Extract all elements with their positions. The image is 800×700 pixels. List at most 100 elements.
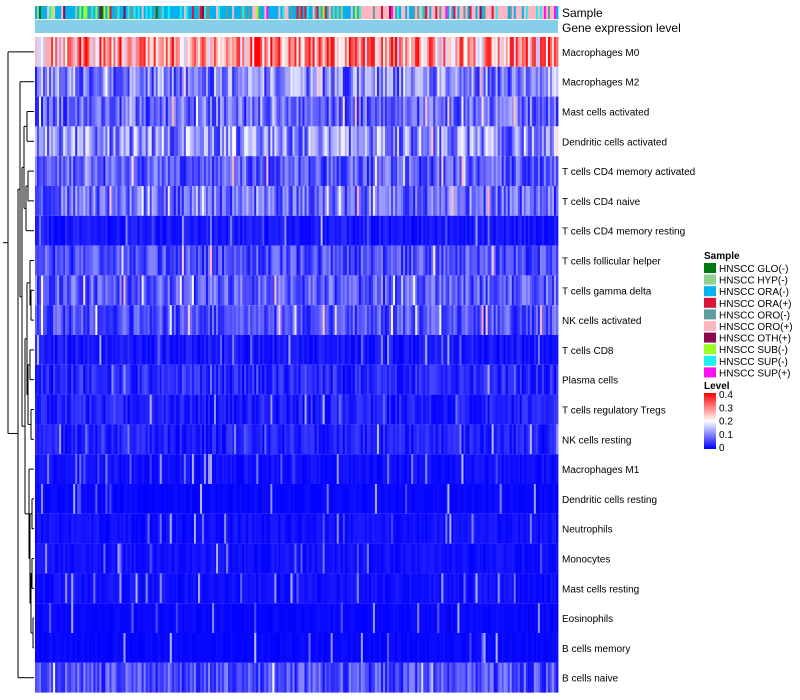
- heatmap-cell: [222, 156, 225, 186]
- heatmap-cell: [288, 305, 291, 335]
- heatmap-cell: [264, 335, 267, 365]
- heatmap-cell: [401, 37, 404, 67]
- heatmap-cell: [471, 513, 474, 544]
- heatmap-cell: [461, 215, 464, 246]
- heatmap-cell: [300, 424, 303, 455]
- heatmap-cell: [385, 394, 388, 425]
- heatmap-cell: [415, 513, 418, 544]
- heatmap-cell: [127, 96, 130, 127]
- heatmap-cell: [270, 364, 273, 395]
- heatmap-cell: [455, 126, 458, 157]
- heatmap-cell: [199, 543, 203, 574]
- heatmap-cell: [43, 335, 46, 365]
- heatmap-cell: [161, 484, 165, 514]
- heatmap-cell: [423, 484, 426, 514]
- heatmap-cell: [125, 543, 128, 574]
- heatmap-cell: [268, 335, 271, 365]
- heatmap-cell: [477, 305, 480, 335]
- heatmap-cell: [513, 245, 517, 276]
- heatmap-cell: [284, 37, 287, 67]
- heatmap-cell: [374, 215, 378, 246]
- heatmap-cell: [113, 245, 116, 276]
- heatmap-cell: [107, 484, 110, 514]
- heatmap-cell: [467, 305, 470, 335]
- heatmap-cell: [511, 543, 515, 574]
- heatmap-cell: [481, 364, 484, 395]
- heatmap-cell: [322, 424, 326, 455]
- heatmap-cell: [278, 424, 281, 455]
- heatmap-cell: [91, 215, 94, 246]
- heatmap-cell: [397, 424, 400, 455]
- sample-annotation-cell: [282, 6, 285, 19]
- heatmap-cell: [246, 484, 249, 514]
- heatmap-cell: [123, 454, 126, 484]
- heatmap-cell: [93, 484, 96, 514]
- sample-annotation-cell: [405, 6, 408, 19]
- heatmap-cell: [195, 335, 199, 365]
- heatmap-cell: [545, 37, 549, 67]
- heatmap-cell: [113, 215, 116, 246]
- heatmap-cell: [407, 186, 410, 216]
- heatmap-cell: [527, 335, 531, 365]
- heatmap-cell: [167, 66, 171, 97]
- heatmap-cell: [453, 484, 456, 514]
- heatmap-cell: [294, 186, 297, 216]
- heatmap-cell: [121, 126, 124, 157]
- heatmap-cell: [171, 96, 175, 127]
- heatmap-cell: [531, 156, 535, 186]
- heatmap-cell: [501, 245, 505, 276]
- heatmap-cell: [203, 126, 207, 157]
- heatmap-cell: [489, 394, 493, 425]
- heatmap-cell: [73, 305, 76, 335]
- heatmap-cell: [328, 513, 332, 544]
- heatmap-cell: [535, 513, 539, 544]
- heatmap-cell: [93, 245, 96, 276]
- heatmap-cell: [330, 424, 334, 455]
- heatmap-cell: [185, 275, 189, 306]
- heatmap-cell: [523, 364, 527, 395]
- heatmap-cell: [159, 424, 163, 455]
- heatmap-cell: [39, 245, 42, 276]
- heatmap-cell: [222, 513, 225, 544]
- heatmap-cell: [37, 156, 40, 186]
- heatmap-cell: [467, 454, 470, 484]
- heatmap-cell: [207, 335, 211, 365]
- sample-annotation-cell: [131, 6, 134, 19]
- heatmap-cell: [320, 156, 324, 186]
- heatmap-cell: [292, 156, 295, 186]
- sample-annotation-cell: [397, 6, 400, 19]
- heatmap-cell: [43, 186, 46, 216]
- heatmap-cell: [222, 215, 225, 246]
- heatmap-cell: [302, 305, 305, 335]
- heatmap-cell: [383, 66, 386, 97]
- heatmap-cell: [523, 275, 527, 306]
- heatmap-cell: [179, 96, 183, 127]
- heatmap-cell: [421, 186, 424, 216]
- heatmap-cell: [77, 245, 80, 276]
- heatmap-cell: [547, 156, 551, 186]
- heatmap-cell: [288, 37, 291, 67]
- heatmap-cell: [433, 275, 436, 306]
- sample-annotation-cell: [495, 6, 499, 19]
- heatmap-cell: [441, 37, 444, 67]
- heatmap-cell: [214, 513, 217, 544]
- heatmap-cell: [513, 66, 517, 97]
- heatmap-cell: [41, 335, 44, 365]
- sample-annotation-cell: [157, 6, 161, 19]
- heatmap-cell: [254, 126, 257, 157]
- heatmap-cell: [332, 66, 336, 97]
- heatmap-cell: [294, 66, 297, 97]
- heatmap-cell: [499, 37, 503, 67]
- heatmap-cell: [103, 245, 106, 276]
- heatmap-cell: [320, 484, 324, 514]
- heatmap-cell: [151, 513, 155, 544]
- heatmap-cell: [407, 305, 410, 335]
- heatmap-cell: [344, 245, 348, 276]
- heatmap-cell: [87, 335, 90, 365]
- heatmap-cell: [471, 156, 474, 186]
- heatmap-cell: [290, 37, 293, 67]
- heatmap-cell: [95, 126, 98, 157]
- heatmap-cell: [435, 394, 438, 425]
- sample-annotation-cell: [455, 6, 458, 19]
- heatmap-cells: [35, 37, 559, 693]
